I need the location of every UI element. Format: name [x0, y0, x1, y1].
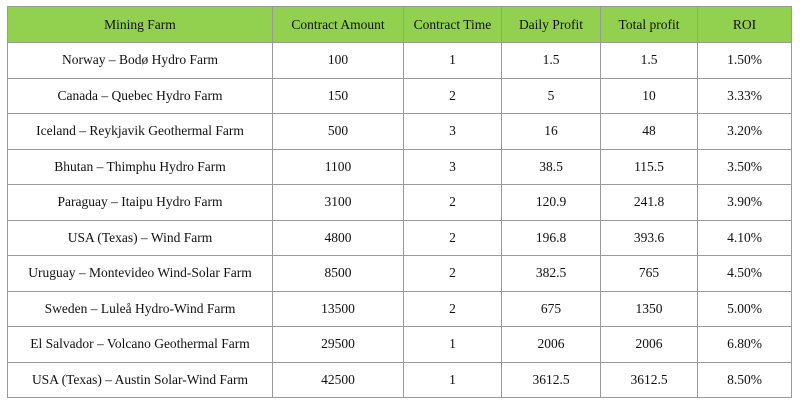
table-cell: 1100 — [272, 148, 404, 185]
table-cell: 2 — [403, 184, 502, 221]
table-cell: 2 — [403, 290, 502, 327]
table-cell: 382.5 — [501, 255, 601, 292]
table-cell: 1350 — [600, 290, 698, 327]
table-cell: 4.10% — [697, 219, 792, 256]
mining-table: Mining Farm Contract Amount Contract Time D… — [7, 6, 792, 398]
table-cell: 675 — [501, 290, 601, 327]
table-cell: Canada – Quebec Hydro Farm — [7, 77, 273, 114]
table-cell: Sweden – Luleå Hydro-Wind Farm — [7, 290, 273, 327]
table-cell: 196.8 — [501, 219, 601, 256]
table-row: USA (Texas) – Austin Solar-Wind Farm 4250… — [7, 361, 792, 398]
header-cell: Contract Time — [403, 6, 502, 43]
header-cell: Contract Amount — [272, 6, 404, 43]
table-cell: 500 — [272, 113, 404, 150]
table-cell: 100 — [272, 42, 404, 79]
table-cell: 2 — [403, 255, 502, 292]
table-cell: 3 — [403, 148, 502, 185]
header-cell: Total profit — [600, 6, 698, 43]
table-cell: 3 — [403, 113, 502, 150]
header-cell: Daily Profit — [501, 6, 601, 43]
table-cell: 5.00% — [697, 290, 792, 327]
table-cell: 3.50% — [697, 148, 792, 185]
table-cell: 3612.5 — [600, 361, 698, 398]
table-cell: 765 — [600, 255, 698, 292]
table-cell: 6.80% — [697, 326, 792, 363]
table-cell: 1 — [403, 361, 502, 398]
table-row: Iceland – Reykjavik Geothermal Farm 500 3 1… — [7, 113, 792, 150]
table-cell: 120.9 — [501, 184, 601, 221]
table-cell: 1.5 — [600, 42, 698, 79]
table-cell: 241.8 — [600, 184, 698, 221]
table-row: USA (Texas) – Wind Farm 4800 2 196.8 393.6 4.… — [7, 219, 792, 256]
table-cell: 393.6 — [600, 219, 698, 256]
table-body: Norway – Bodø Hydro Farm 100 1 1.5 1.5 1.50% C… — [7, 42, 792, 398]
table-cell: El Salvador – Volcano Geothermal Farm — [7, 326, 273, 363]
table-cell: 16 — [501, 113, 601, 150]
table-cell: 3.20% — [697, 113, 792, 150]
table-cell: 5 — [501, 77, 601, 114]
table-row: Norway – Bodø Hydro Farm 100 1 1.5 1.5 1.50% — [7, 42, 792, 79]
table-cell: Iceland – Reykjavik Geothermal Farm — [7, 113, 273, 150]
table-cell: 1 — [403, 326, 502, 363]
table-cell: 38.5 — [501, 148, 601, 185]
table-cell: USA (Texas) – Austin Solar-Wind Farm — [7, 361, 273, 398]
table-cell: Bhutan – Thimphu Hydro Farm — [7, 148, 273, 185]
table-cell: 8.50% — [697, 361, 792, 398]
table-cell: 8500 — [272, 255, 404, 292]
header-row: Mining Farm Contract Amount Contract Time D… — [7, 6, 792, 43]
table-cell: 2006 — [600, 326, 698, 363]
table-cell: 2 — [403, 77, 502, 114]
table-cell: Paraguay – Itaipu Hydro Farm — [7, 184, 273, 221]
table-cell: Uruguay – Montevideo Wind-Solar Farm — [7, 255, 273, 292]
table-cell: 48 — [600, 113, 698, 150]
table-cell: 10 — [600, 77, 698, 114]
table-row: Bhutan – Thimphu Hydro Farm 1100 3 38.5 115.… — [7, 148, 792, 185]
table-row: Uruguay – Montevideo Wind-Solar Farm 8500… — [7, 255, 792, 292]
table-cell: 3612.5 — [501, 361, 601, 398]
table-cell: 4800 — [272, 219, 404, 256]
table-cell: 2 — [403, 219, 502, 256]
table-cell: 115.5 — [600, 148, 698, 185]
table-cell: USA (Texas) – Wind Farm — [7, 219, 273, 256]
header-cell: ROI — [697, 6, 792, 43]
table-cell: 150 — [272, 77, 404, 114]
header-cell: Mining Farm — [7, 6, 273, 43]
table-cell: 3100 — [272, 184, 404, 221]
table-cell: 29500 — [272, 326, 404, 363]
table-row: Canada – Quebec Hydro Farm 150 2 5 10 3.33% — [7, 77, 792, 114]
table-cell: 4.50% — [697, 255, 792, 292]
table-cell: 1 — [403, 42, 502, 79]
table-row: El Salvador – Volcano Geothermal Farm 295… — [7, 326, 792, 363]
table-cell: Norway – Bodø Hydro Farm — [7, 42, 273, 79]
table-cell: 1.50% — [697, 42, 792, 79]
table-cell: 2006 — [501, 326, 601, 363]
table-row: Paraguay – Itaipu Hydro Farm 3100 2 120.9 24… — [7, 184, 792, 221]
table-cell: 3.90% — [697, 184, 792, 221]
table-row: Sweden – Luleå Hydro-Wind Farm 13500 2 675 1… — [7, 290, 792, 327]
table-cell: 1.5 — [501, 42, 601, 79]
table-cell: 42500 — [272, 361, 404, 398]
table-cell: 3.33% — [697, 77, 792, 114]
table-cell: 13500 — [272, 290, 404, 327]
table-container: Mining Farm Contract Amount Contract Time D… — [7, 6, 792, 398]
